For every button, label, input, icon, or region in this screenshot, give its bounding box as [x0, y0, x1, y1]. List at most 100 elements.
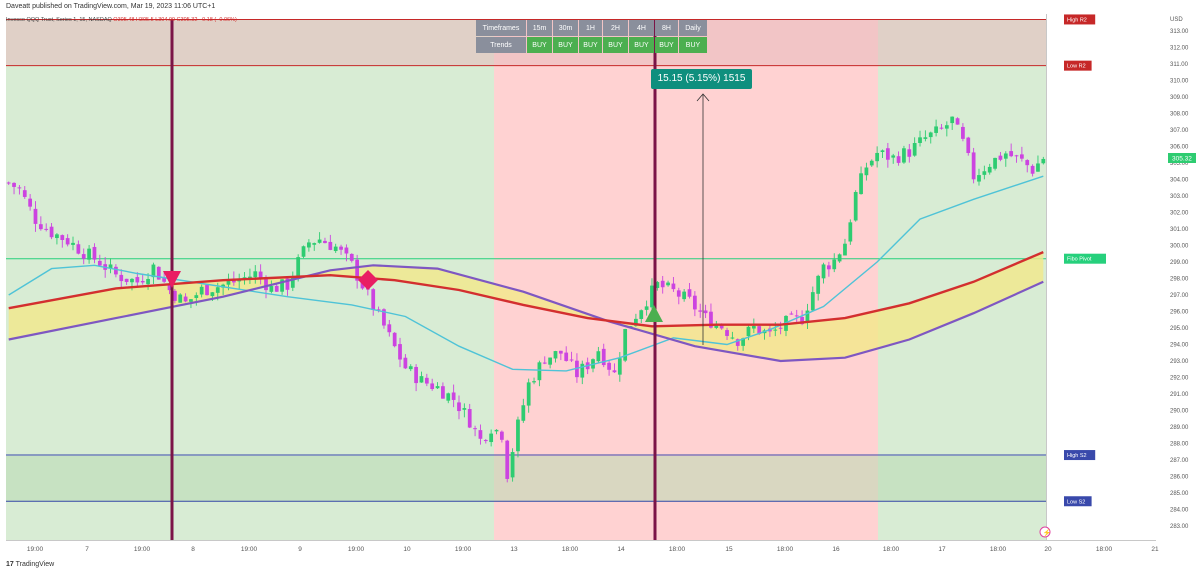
candle-body	[441, 386, 445, 399]
candle-body	[344, 247, 349, 254]
candle-body	[156, 266, 161, 280]
candle-body	[210, 292, 215, 297]
candle-body	[500, 431, 504, 440]
candle-body	[382, 309, 386, 326]
level-tag-label: High R2	[1067, 17, 1087, 23]
candle-body	[17, 187, 22, 189]
candle-body	[467, 409, 472, 428]
lightning-glyph: ⚡	[1043, 528, 1052, 537]
candle-body	[580, 363, 585, 378]
candle-body	[832, 259, 837, 270]
currency-label: USD	[1170, 17, 1183, 23]
candle-body	[33, 208, 38, 224]
candle-body	[178, 294, 183, 303]
candle-body	[258, 271, 263, 279]
candle-body	[92, 246, 97, 260]
candle-body	[435, 386, 440, 389]
tf-4h: 4H	[629, 20, 654, 36]
candle-body	[880, 150, 885, 153]
price-tick-label: 305.00	[1170, 161, 1189, 167]
candle-body	[44, 228, 49, 230]
candle-body	[950, 116, 955, 124]
candle-body	[12, 182, 16, 187]
candle-body	[875, 152, 880, 162]
candle-body	[1003, 153, 1008, 159]
candle-body	[130, 278, 134, 283]
candle-body	[714, 324, 719, 328]
candle-body	[971, 152, 976, 180]
price-axis[interactable]: 313.00 312.00 311.00 310.00 309.00 308.00 307.…	[1170, 29, 1189, 530]
candle-body	[982, 171, 987, 175]
candle-body	[961, 126, 965, 139]
trend-2h: BUY	[603, 37, 628, 53]
time-axis[interactable]: 19:00 7 19:00 8 19:00 9 19:00 10 19:00 13 18:00 14 1…	[27, 546, 1159, 553]
candle-body	[537, 362, 542, 381]
candle-body	[569, 359, 574, 361]
timeframes-row-label: Timeframes	[476, 20, 526, 36]
candle-body	[650, 285, 654, 308]
candle-body	[907, 149, 912, 157]
price-tick-label: 287.00	[1170, 458, 1189, 464]
price-tick-label: 295.00	[1170, 326, 1189, 332]
candle-body	[339, 246, 343, 250]
candle-body	[124, 278, 129, 282]
time-tick-label: 8	[191, 546, 195, 553]
chart-right-border	[1046, 14, 1047, 541]
ma-red-line	[8, 250, 1044, 328]
candle-body	[483, 440, 488, 442]
time-tick-label: 16	[832, 546, 840, 553]
time-tick-label: 17	[938, 546, 946, 553]
timeframes-row: Timeframes 15m 30m 1H 2H 4H 8H Daily	[476, 20, 707, 36]
candle-body	[6, 182, 11, 184]
candle-body	[864, 167, 869, 176]
candle-body	[692, 295, 697, 310]
price-tick-label: 297.00	[1170, 293, 1189, 299]
symbol-name: Invesco QQQ Trust, Series 1, 15, NASDAQ	[6, 17, 112, 23]
trend-4h: BUY	[629, 37, 654, 53]
price-tick-label: 312.00	[1170, 46, 1189, 52]
candle-body	[424, 377, 429, 384]
level-tag-bg	[1064, 60, 1092, 71]
level-tag-bg	[1064, 14, 1096, 25]
candle-body	[794, 315, 799, 317]
candle-body	[789, 313, 794, 315]
candle-body	[891, 155, 896, 158]
price-tick-label: 283.00	[1170, 524, 1189, 530]
candle-body	[966, 137, 971, 154]
candle-body	[296, 257, 301, 279]
candle-body	[151, 264, 156, 278]
candle-body	[1041, 158, 1046, 164]
candle-body	[918, 137, 922, 143]
candle-body	[639, 310, 644, 319]
trend-30m: BUY	[553, 37, 578, 53]
candle-body	[76, 244, 81, 254]
time-tick-label: 18:00	[990, 546, 1007, 553]
price-tick-label: 294.00	[1170, 343, 1189, 349]
candle-body	[167, 284, 172, 291]
candle-body	[215, 287, 220, 293]
candle-body	[977, 175, 981, 182]
price-tick-label: 313.00	[1170, 29, 1189, 35]
candles	[6, 116, 1046, 483]
time-tick-label: 19:00	[134, 546, 151, 553]
candle-body	[317, 239, 322, 243]
candle-body	[71, 242, 75, 245]
price-tick-label: 300.00	[1170, 244, 1189, 250]
candle-body	[644, 306, 649, 310]
candle-body	[666, 282, 670, 286]
lightning-icon[interactable]	[1039, 526, 1051, 538]
candle-body	[596, 351, 601, 362]
time-tick-label: 18:00	[1096, 546, 1113, 553]
measure-label: 15.15 (5.15%) 1515	[651, 69, 752, 89]
candle-body	[516, 419, 520, 452]
candle-body	[687, 289, 692, 297]
candle-body	[730, 337, 735, 339]
candle-body	[735, 339, 740, 346]
moving-averages	[8, 175, 1044, 372]
time-tick-label: 10	[403, 546, 411, 553]
candle-body	[698, 310, 703, 312]
candle-body	[617, 358, 622, 375]
candle-body	[22, 190, 27, 197]
candle-body	[355, 259, 360, 281]
